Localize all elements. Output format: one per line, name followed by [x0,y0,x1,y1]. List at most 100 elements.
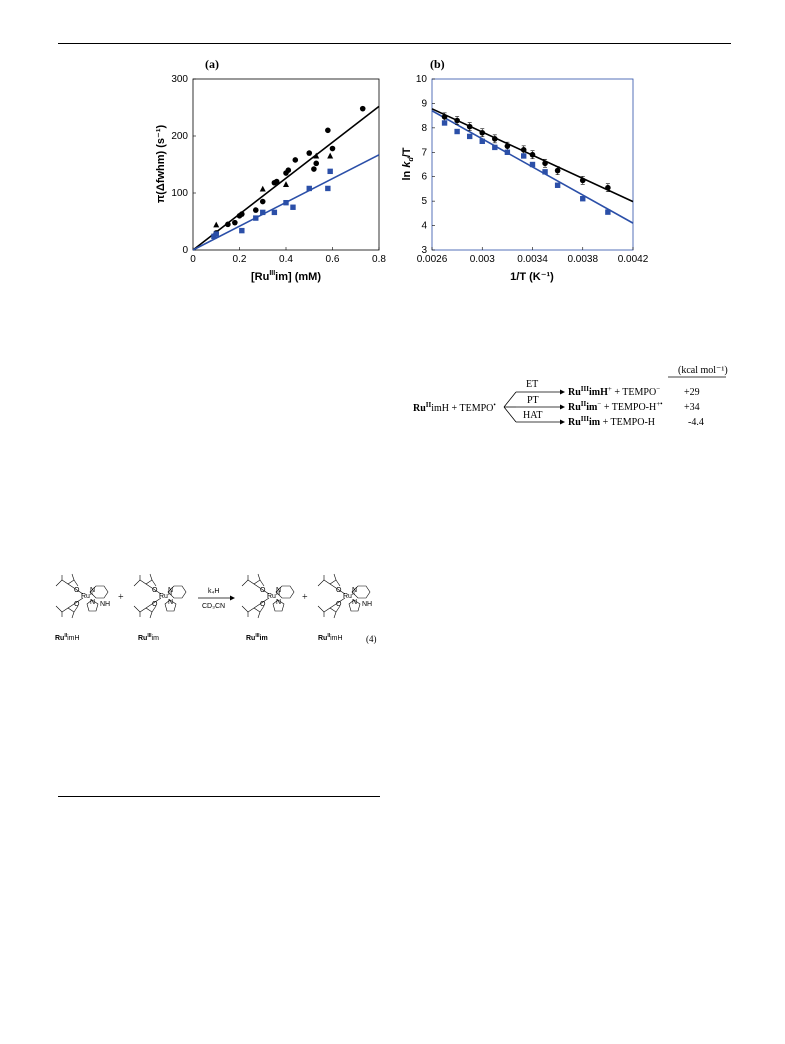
metal-label-3: RuIII [267,591,280,600]
x-axis-label-a: [RuIIIim] (mM) [251,270,321,283]
data-point-circle [225,221,231,228]
data-point-circle [529,151,536,158]
product-hat: RuIIIim + TEMPO-H [568,415,655,428]
path-label-et: ET [526,379,538,390]
n-label-4a: N [352,587,357,594]
data-point-circle [252,207,259,213]
data-point-triangle [283,181,289,187]
data-point-circle [239,211,245,217]
x-tick-label: 0.4 [279,254,293,265]
energy-pt: +34 [684,402,700,413]
n-label-2b: N [168,599,173,606]
complex-4: RuII O O N N NH [317,573,372,619]
x-tick-label: 0.0042 [618,254,649,265]
n-label-2a: N [168,587,173,594]
data-point-square [253,215,259,221]
x-tick-label: 0.8 [372,254,386,265]
reaction-arrowhead [230,595,235,601]
data-point-square [239,227,245,234]
complex-1: RuII O O N N NH [55,573,110,619]
data-point-circle [311,166,317,172]
energy-et: +29 [684,387,700,398]
y-tick-label: 9 [421,98,427,109]
y-tick-label: 7 [421,147,427,158]
metal-label-2: RuIII [159,591,172,600]
path-label-pt: PT [527,395,539,406]
x-tick-label: 0.0034 [517,254,548,265]
data-point-square [521,153,527,159]
y-tick-label: 5 [421,196,427,207]
data-point-triangle [213,221,220,228]
scheme-arrowheads [560,389,565,425]
data-point-square [213,231,219,237]
x-tick-label: 0.6 [326,254,340,265]
product-pt: RuIIim− + TEMPO-H+• [568,400,663,413]
y-tick-label: 0 [182,245,188,256]
data-point-square [306,185,312,192]
data-point-square [479,138,485,144]
complex-2: RuIII O O N N [133,573,187,619]
data-point-square [290,204,296,210]
data-point-circle [466,123,473,130]
n-label-1a: N [90,587,95,594]
data-point-square [492,144,498,151]
data-point-square [466,133,473,140]
scheme-arrows [503,391,560,423]
data-point-circle [285,167,292,173]
x-tick-label: 0.2 [233,254,247,265]
data-point-circle [504,143,511,149]
o-label-1a: O [74,587,80,594]
scheme-energy-header: (kcal mol⁻¹) [678,365,728,376]
y-tick-label: 8 [421,123,427,134]
data-point-circle [359,105,366,112]
data-point-circle [259,198,266,205]
footnote-rule [58,796,380,797]
data-point-circle [313,160,320,167]
data-point-square [260,209,266,216]
data-point-square [441,120,448,126]
path-label-hat: HAT [523,410,542,421]
metal-label-4: RuII [343,591,355,600]
page-header-rule [58,43,731,44]
o-label-3a: O [260,587,266,594]
data-point-circle [520,147,527,153]
y-tick-label: 100 [171,188,188,199]
o-label-4b: O [336,601,342,608]
n-label-1b: N [90,599,95,606]
data-point-circle [605,184,611,191]
plus-2: + [302,592,308,603]
equation-number: (4) [366,634,377,644]
n-label-3a: N [276,587,281,594]
reagent-label: k₄H [208,588,219,595]
energy-hat: -4.4 [688,417,704,428]
data-point-circle [273,178,280,185]
complex-3: RuIII O O N N [241,573,295,619]
compound-label-2: RuIIIim [138,633,159,642]
solvent-label: CD₃CN [202,603,225,610]
data-point-square [580,196,586,202]
data-point-circle [325,127,331,134]
panel-label-a: (a) [205,57,219,71]
data-point-square [271,209,278,216]
data-point-square [504,149,511,155]
x-axis-label-b: 1/T (K⁻¹) [510,271,554,283]
scheme-reactant: RuIIimH + TEMPO• [413,401,496,414]
data-point-circle [554,167,561,174]
y-tick-label: 4 [421,221,427,232]
data-point-circle [454,117,460,124]
y-tick-label: 6 [421,172,427,183]
y-tick-label: 3 [421,245,427,256]
y-axis-label-b: ln kd/T [401,147,415,180]
chart-panel-b: (b) 0.0026 0.003 0.0034 0.0038 0.0042 3 4 5 6 7 8 9… [401,57,649,283]
x-tick-label: 0 [190,254,196,265]
data-point-circle [232,219,238,226]
compound-label-3: RuIIIim [246,633,268,642]
metal-label-1: RuII [81,591,93,600]
data-point-circle [542,160,548,167]
n-label-3b: N [276,599,281,606]
data-point-circle [479,129,486,136]
y-tick-label: 10 [416,74,428,85]
data-point-circle [329,145,336,152]
data-point-square [605,209,611,215]
y-tick-label: 300 [171,74,188,85]
